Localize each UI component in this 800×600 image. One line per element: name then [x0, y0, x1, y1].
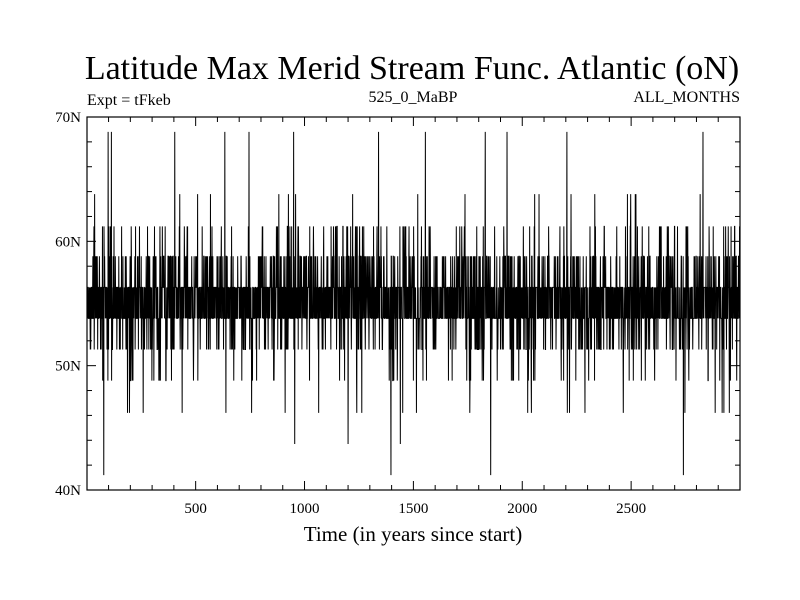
x-tick-label: 2500: [616, 501, 646, 517]
y-tick-label: 70N: [55, 110, 81, 126]
x-axis-label: Time (in years since start): [304, 522, 523, 546]
y-tick-label: 50N: [55, 359, 81, 375]
chart-title: Latitude Max Merid Stream Func. Atlantic…: [85, 50, 739, 87]
subtitle-right: ALL_MONTHS: [633, 89, 740, 106]
y-tick-label: 40N: [55, 483, 81, 499]
x-tick-label: 1500: [398, 501, 428, 517]
series-line: [86, 131, 741, 476]
series-path: [86, 131, 741, 476]
x-tick-label: 500: [184, 501, 207, 517]
subtitle-center: 525_0_MaBP: [369, 89, 458, 106]
x-tick-label: 1000: [290, 501, 320, 517]
x-tick-label: 2000: [507, 501, 537, 517]
axis-ticks: 500 1000 1500 2000 2500 40N 50N 60N 70N: [55, 110, 740, 517]
subtitle-left: Expt = tFkeb: [87, 92, 171, 109]
y-tick-label: 60N: [55, 234, 81, 250]
